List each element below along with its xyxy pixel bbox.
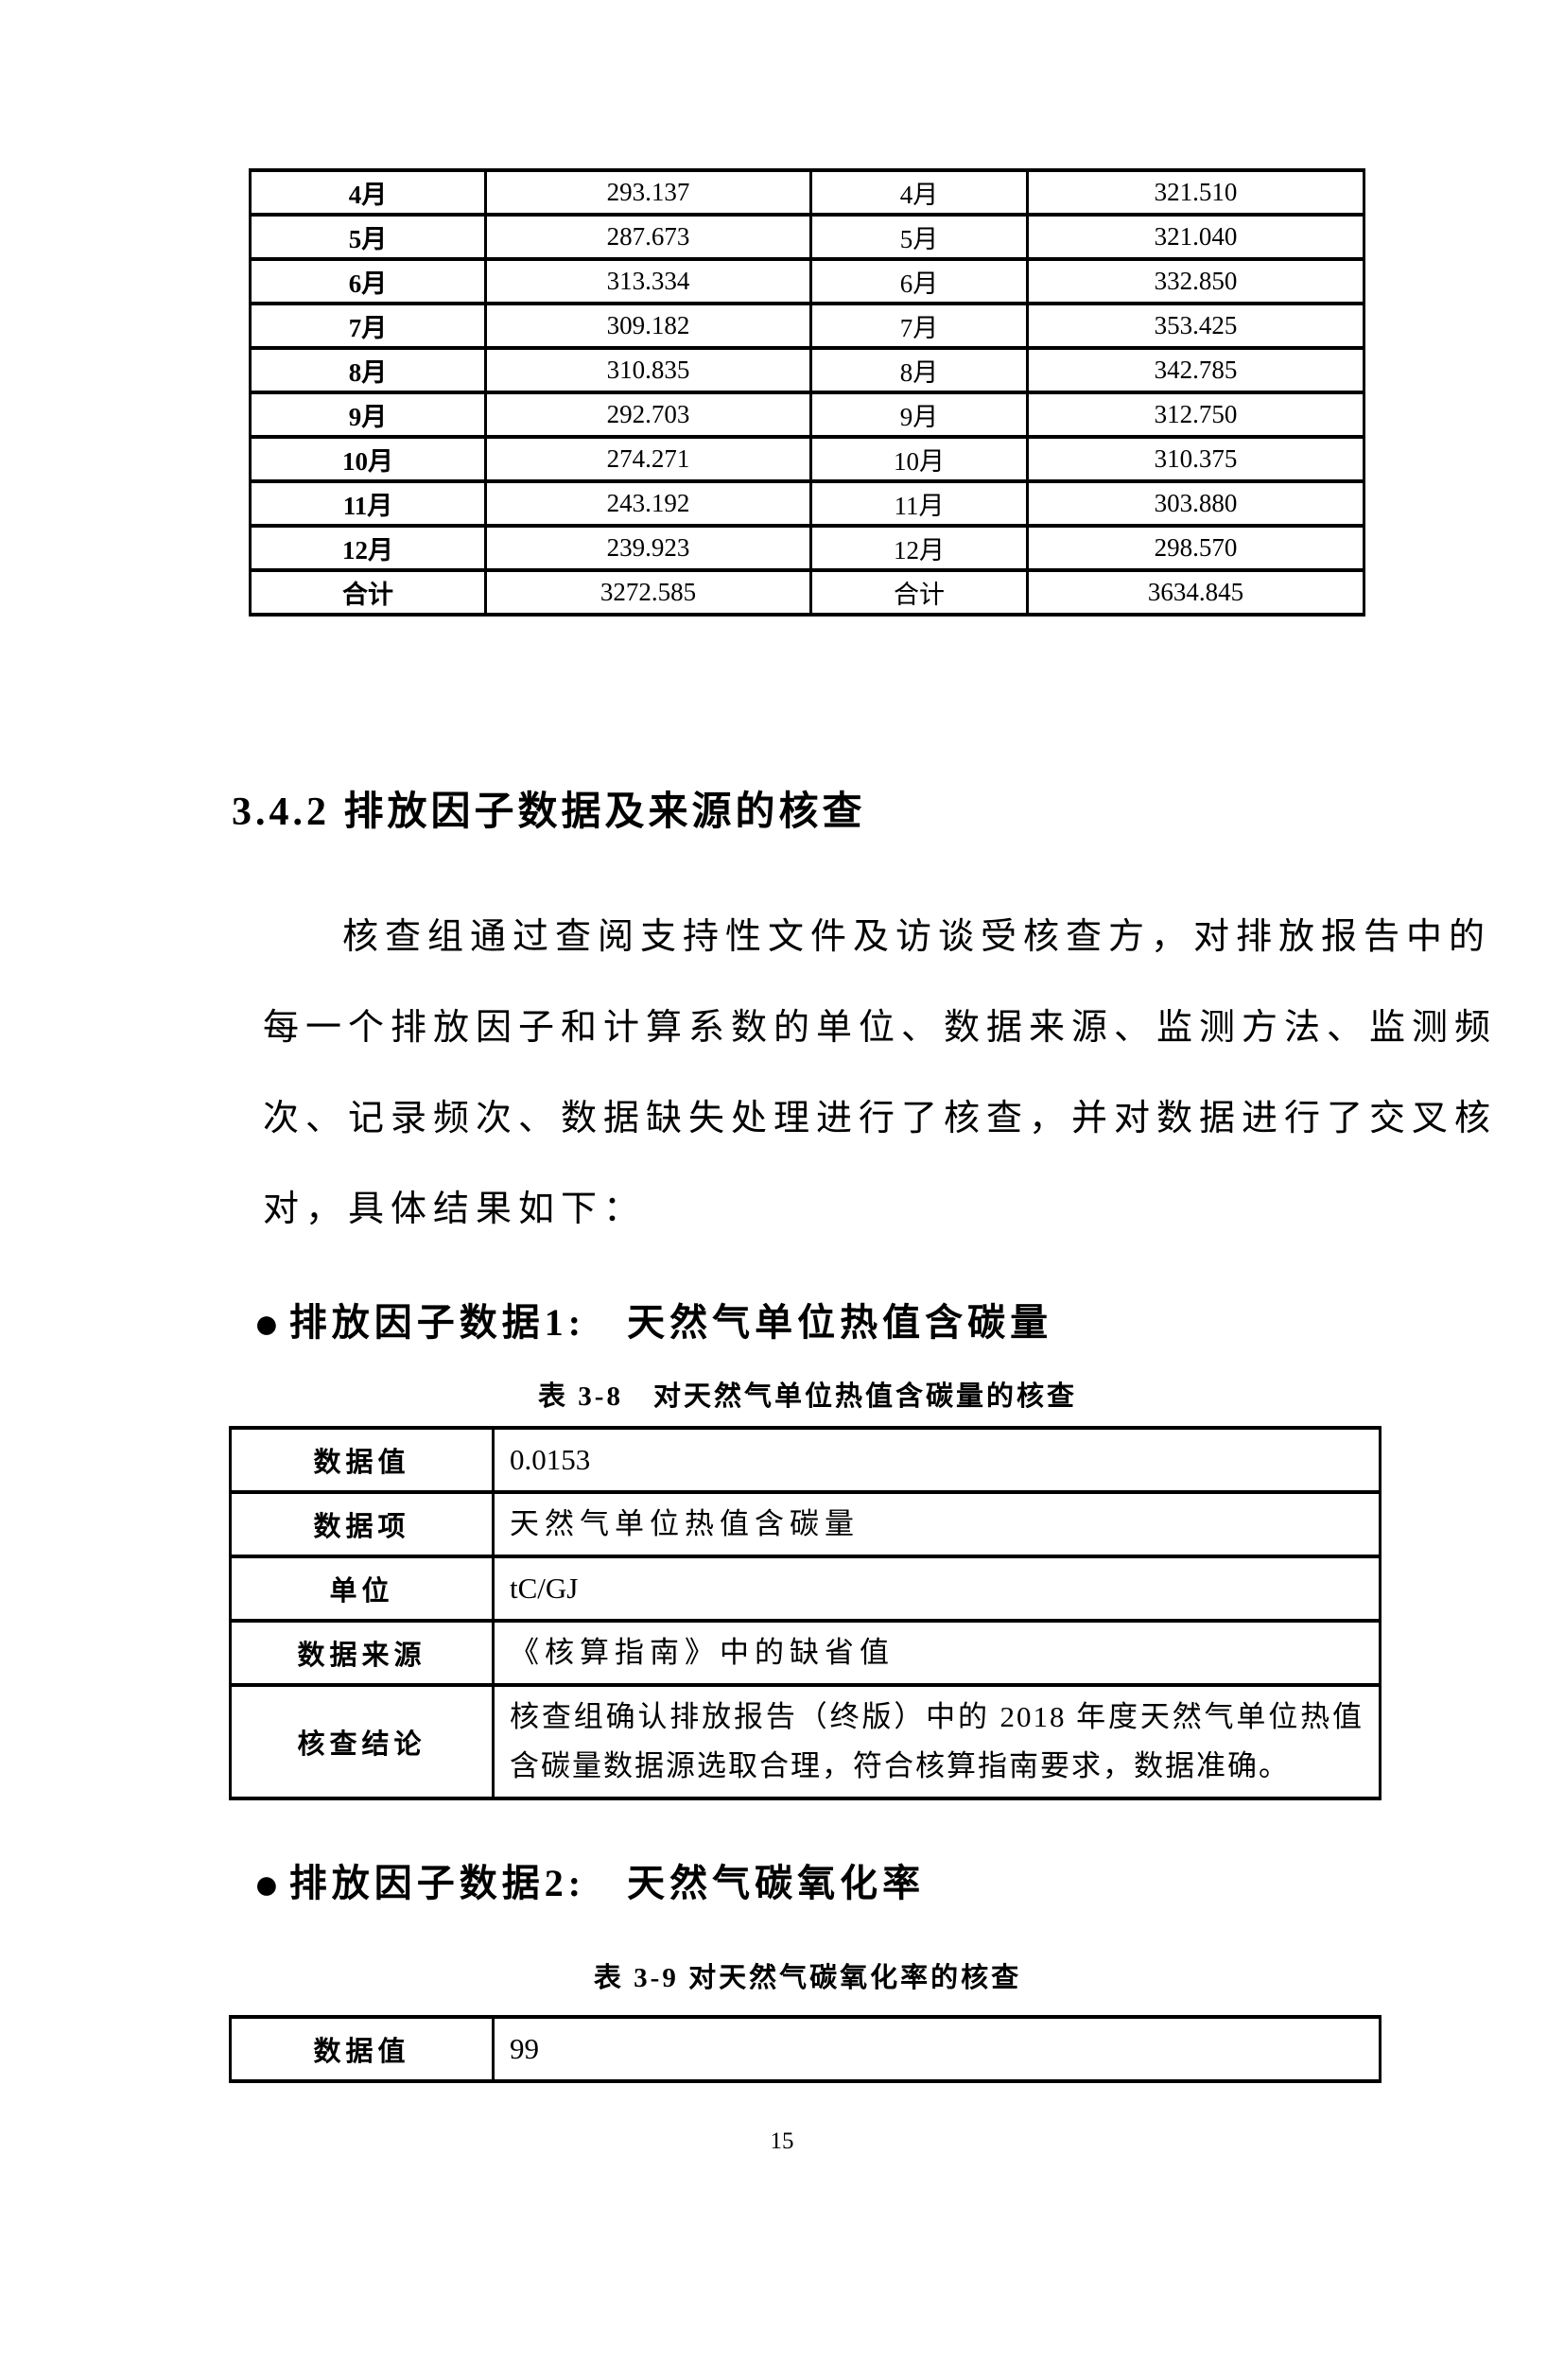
bullet-icon: ● [253,1299,280,1347]
value-cell: 293.137 [484,168,812,217]
table-3-9-caption: 表 3-9 对天然气碳氧化率的核查 [593,1963,1022,1993]
month-cell: 5月 [809,213,1029,261]
factor1-name: 天然气单位热值含碳量 [627,1301,1053,1344]
row-value-cell: 0.0153 [492,1426,1382,1494]
table-row: 数据值 99 [229,2015,1382,2083]
value-cell: 287.673 [484,213,812,261]
table-row: 数据项 天然气单位热值含碳量 [229,1490,1382,1558]
monthly-values-table: 4月 293.137 4月 321.510 5月 287.673 5月 321.… [249,168,1365,617]
table-row: 5月 287.673 5月 321.040 [249,213,1365,261]
month-cell: 9月 [809,391,1029,439]
row-value-cell: tC/GJ [492,1555,1382,1623]
paragraph-line: 对，具体结果如下： [263,1190,647,1229]
factor1-heading: ● 排放因子数据1: 天然气单位热值含碳量 [253,1294,1564,1352]
month-cell: 12月 [809,524,1029,572]
month-cell: 8月 [809,346,1029,394]
total-label-cell: 合计 [249,568,487,617]
value-cell: 342.785 [1026,346,1365,394]
month-cell: 4月 [809,168,1029,217]
total-value-cell: 3272.585 [484,568,812,617]
table-row: 6月 313.334 6月 332.850 [249,257,1365,305]
table-row-total: 合计 3272.585 合计 3634.845 [249,568,1365,617]
month-cell: 8月 [249,346,487,394]
value-cell: 292.703 [484,391,812,439]
table-row: 10月 274.271 10月 310.375 [249,435,1365,483]
row-label-cell: 数据来源 [229,1619,495,1687]
month-cell: 6月 [809,257,1029,305]
value-cell: 313.334 [484,257,812,305]
month-cell: 10月 [249,435,487,483]
month-cell: 7月 [809,302,1029,350]
month-cell: 12月 [249,524,487,572]
table-row: 数据值 0.0153 [229,1426,1382,1494]
row-label-cell: 数据值 [229,2015,495,2083]
value-cell: 310.835 [484,346,812,394]
paragraph-line: 次、记录频次、数据缺失处理进行了核查，并对数据进行了交叉核 [263,1099,1498,1138]
table-row: 核查结论 核查组确认排放报告（终版）中的 2018 年度天然气单位热值含碳量数据… [229,1683,1382,1800]
row-label-cell: 数据值 [229,1426,495,1494]
table-3-8: 数据值 0.0153 数据项 天然气单位热值含碳量 单位 tC/GJ 数据来源 … [229,1426,1382,1800]
value-cell: 309.182 [484,302,812,350]
table-row: 11月 243.192 11月 303.880 [249,479,1365,528]
total-label-cell: 合计 [809,568,1029,617]
value-cell: 321.040 [1026,213,1365,261]
value-cell: 303.880 [1026,479,1365,528]
factor1-label: 排放因子数据1: [288,1301,586,1344]
value-cell: 310.375 [1026,435,1365,483]
table-3-8-caption: 表 3-8 对天然气单位热值含碳量的核查 [538,1381,1077,1412]
row-value-cell: 天然气单位热值含碳量 [492,1490,1382,1558]
factor2-name: 天然气碳氧化率 [627,1862,926,1904]
bullet-icon: ● [253,1860,280,1908]
row-label-cell: 核查结论 [229,1683,495,1800]
table-row: 7月 309.182 7月 353.425 [249,302,1365,350]
table-row: 12月 239.923 12月 298.570 [249,524,1365,572]
month-cell: 6月 [249,257,487,305]
document-page: { "monthly_table": { "rows": [ {"m1": "4… [0,168,1564,2380]
month-cell: 11月 [809,479,1029,528]
table-row: 4月 293.137 4月 321.510 [249,168,1365,217]
value-cell: 353.425 [1026,302,1365,350]
paragraph-line: 核查组通过查阅支持性文件及访谈受核查方，对排放报告中的 [342,917,1492,957]
month-cell: 4月 [249,168,487,217]
month-cell: 7月 [249,302,487,350]
month-cell: 9月 [249,391,487,439]
value-cell: 243.192 [484,479,812,528]
month-cell: 11月 [249,479,487,528]
body-paragraph: 核查组通过查阅支持性文件及访谈受核查方，对排放报告中的 每一个排放因子和计算系数… [263,892,1498,1255]
month-cell: 5月 [249,213,487,261]
page-number: 15 [770,2128,794,2154]
table-row: 9月 292.703 9月 312.750 [249,391,1365,439]
paragraph-line: 每一个排放因子和计算系数的单位、数据来源、监测方法、监测频 [263,1008,1498,1048]
value-cell: 274.271 [484,435,812,483]
value-cell: 321.510 [1026,168,1365,217]
factor2-heading: ● 排放因子数据2: 天然气碳氧化率 [253,1855,1564,1913]
factor2-label: 排放因子数据2: [288,1862,586,1904]
month-cell: 10月 [809,435,1029,483]
row-value-cell: 《核算指南》中的缺省值 [492,1619,1382,1687]
row-label-cell: 数据项 [229,1490,495,1558]
value-cell: 312.750 [1026,391,1365,439]
row-value-cell: 核查组确认排放报告（终版）中的 2018 年度天然气单位热值含碳量数据源选取合理… [492,1683,1382,1800]
row-label-cell: 单位 [229,1555,495,1623]
value-cell: 298.570 [1026,524,1365,572]
table-row: 单位 tC/GJ [229,1555,1382,1623]
total-value-cell: 3634.845 [1026,568,1365,617]
table-row: 8月 310.835 8月 342.785 [249,346,1365,394]
table-row: 数据来源 《核算指南》中的缺省值 [229,1619,1382,1687]
value-cell: 239.923 [484,524,812,572]
section-heading: 3.4.2 排放因子数据及来源的核查 [232,790,866,834]
row-value-cell: 99 [492,2015,1382,2083]
table-3-9: 数据值 99 [229,2015,1382,2083]
value-cell: 332.850 [1026,257,1365,305]
